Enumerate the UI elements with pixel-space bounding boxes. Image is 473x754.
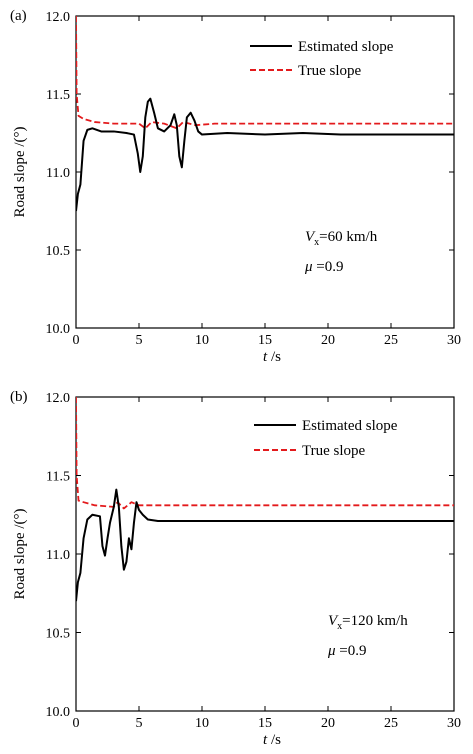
- y-tick-label: 11.5: [46, 470, 70, 485]
- series-line-true: [76, 397, 454, 510]
- x-tick-label: 10: [195, 716, 209, 731]
- y-tick-label: 10.5: [46, 244, 71, 259]
- y-tick-label: 11.0: [46, 548, 70, 563]
- x-tick-label: 25: [384, 333, 398, 348]
- x-axis-label: t /s: [263, 732, 281, 748]
- x-tick-label: 15: [258, 333, 272, 348]
- x-tick-label: 10: [195, 333, 209, 348]
- chart-panel-2: (b) 0 5 10 15 20 25 30 10.0 10.5 11.0 11.5 12.0 t /s R…: [10, 389, 461, 748]
- x-axis-unit: /s: [267, 349, 281, 365]
- x-tick-label: 30: [447, 716, 461, 731]
- friction-annotation: μ =0.9: [304, 259, 344, 275]
- y-tick-label: 10.0: [46, 322, 71, 337]
- speed-annotation: Vx=120 km/h: [328, 613, 408, 632]
- x-tick-label: 20: [321, 716, 335, 731]
- series-line-estimated: [76, 97, 454, 212]
- y-tick-label: 11.0: [46, 166, 70, 181]
- y-tick-label: 12.0: [46, 10, 71, 25]
- series-line-true: [76, 16, 454, 130]
- x-tick-label: 15: [258, 716, 272, 731]
- x-tick-label: 0: [73, 333, 80, 348]
- y-tick-label: 11.5: [46, 88, 70, 103]
- series-line-estimated: [76, 488, 454, 602]
- x-tick-label: 30: [447, 333, 461, 348]
- plot-frame: [75, 396, 455, 712]
- legend-label: True slope: [302, 443, 366, 459]
- x-tick-label: 5: [136, 333, 143, 348]
- y-tick-label: 10.0: [46, 705, 71, 720]
- legend-label: True slope: [298, 63, 362, 79]
- x-tick-label: 25: [384, 716, 398, 731]
- x-tick-label: 0: [73, 716, 80, 731]
- y-tick-label: 12.0: [46, 391, 71, 406]
- panel-label: (b): [10, 389, 28, 405]
- y-axis-label: Road slope /(°): [12, 509, 28, 600]
- legend-label: Estimated slope: [302, 418, 398, 434]
- chart-panel-1: (a) 0 5 10 15 20 25 30 10.0 10.5 11.0 11.5 12.0 t /s R…: [10, 8, 461, 365]
- x-axis-label: t /s: [263, 349, 281, 365]
- y-tick-label: 10.5: [46, 627, 71, 642]
- panel-label: (a): [10, 8, 27, 24]
- x-axis-variable: t: [263, 349, 268, 365]
- speed-annotation: Vx=60 km/h: [305, 229, 378, 248]
- x-tick-label: 20: [321, 333, 335, 348]
- y-axis-label: Road slope /(°): [12, 127, 28, 218]
- legend-label: Estimated slope: [298, 39, 394, 55]
- x-axis-variable: t: [263, 732, 268, 748]
- x-axis-unit: /s: [267, 732, 281, 748]
- plot-frame: [75, 15, 455, 329]
- friction-annotation: μ =0.9: [327, 643, 367, 659]
- x-tick-label: 5: [136, 716, 143, 731]
